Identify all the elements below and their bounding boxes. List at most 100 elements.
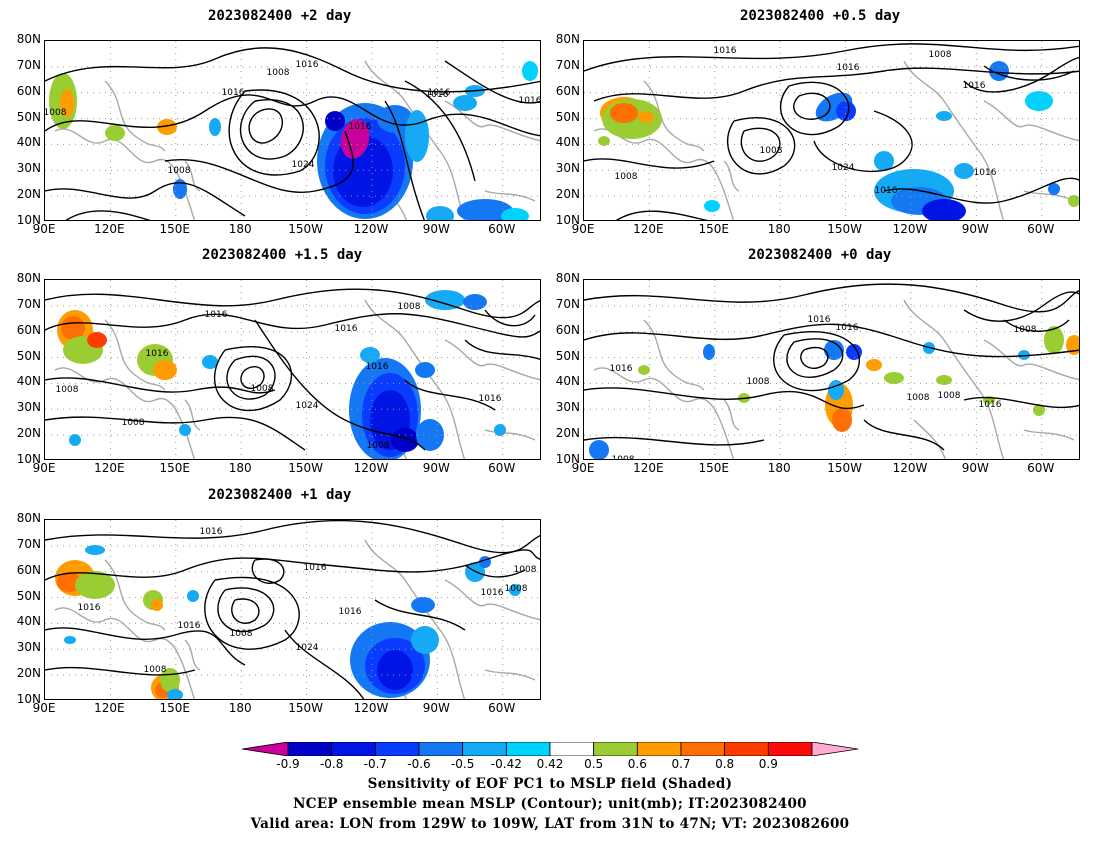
- colorbar-bin: [636, 742, 682, 756]
- contour-label: 1024: [296, 401, 319, 411]
- sensitivity-shading: [703, 344, 715, 360]
- colorbar-tick-label: 0.9: [758, 757, 778, 771]
- contour-label: 1016: [974, 168, 997, 178]
- mslp-contour: [374, 599, 466, 631]
- mslp-contour: [231, 598, 260, 624]
- mslp-contour: [963, 291, 1079, 322]
- map-plot: 1016 1016 1008 1016 1008 1008 1008 1016 1008: [584, 280, 1079, 459]
- coastline: [593, 367, 735, 459]
- coastline: [983, 339, 1079, 381]
- latitude-tick-label: 50N: [555, 109, 580, 124]
- longitude-tick-label: 90W: [961, 461, 989, 475]
- sensitivity-shading: [187, 590, 199, 602]
- contour-label: 1008: [615, 172, 638, 182]
- longitude-tick-label: 120W: [353, 461, 389, 475]
- contour-label: 1016: [200, 527, 223, 537]
- mslp-contour: [240, 366, 265, 389]
- latitude-tick-label: 60N: [555, 322, 580, 337]
- colorbar-tick-label: 0.42: [536, 757, 564, 771]
- map-plot: 1008 1016 1016 1008 1016 1008 1024 1016 1008 1016…: [45, 280, 540, 459]
- latitude-tick-label: 60N: [16, 562, 41, 577]
- contour-label: 1016: [837, 63, 860, 73]
- sensitivity-shading: [425, 290, 465, 310]
- sensitivity-shading: [377, 650, 413, 690]
- latitude-tick-label: 30N: [555, 161, 580, 176]
- contour-label: 1016: [479, 394, 502, 404]
- mslp-contour: [251, 558, 285, 584]
- caption-line-1: Sensitivity of EOF PC1 to MSLP field (Sh…: [367, 776, 733, 792]
- contour-label: 1016: [808, 315, 831, 325]
- latitude-tick-label: 70N: [16, 536, 41, 551]
- latitude-tick-label: 80N: [16, 271, 41, 285]
- sensitivity-shading: [509, 584, 521, 596]
- sensitivity-shading: [173, 179, 187, 199]
- contour-label: 1008: [1014, 325, 1037, 335]
- latitude-tick-label: 80N: [16, 32, 41, 46]
- sensitivity-shading: [411, 597, 435, 613]
- mslp-contour: [404, 379, 496, 411]
- contour-label: 1016: [178, 621, 201, 631]
- caption-line-3: Valid area: LON from 129W to 109W, LAT f…: [250, 816, 850, 832]
- mslp-contour: [883, 177, 1079, 204]
- contour-label: 1016: [963, 81, 986, 91]
- mslp-contour: [727, 117, 796, 175]
- longitude-tick-label: 150E: [159, 461, 191, 475]
- latitude-tick-label: 50N: [16, 109, 41, 124]
- colorbar-tick-label: -0.5: [450, 757, 475, 771]
- sensitivity-shading: [846, 344, 862, 360]
- contour-label: 1016: [836, 323, 859, 333]
- colorbar-tick-label: 0.7: [671, 757, 691, 771]
- coastline: [643, 80, 705, 152]
- sensitivity-shading: [954, 163, 974, 179]
- contour-label: 1008: [168, 166, 191, 176]
- contour-label: 1008: [514, 565, 537, 575]
- panel-title: 2023082400 +2 day: [208, 8, 352, 24]
- latitude-tick-label: 70N: [16, 296, 41, 311]
- mslp-contour: [404, 80, 476, 182]
- longitude-tick-label: 120W: [892, 222, 928, 236]
- mslp-contour: [45, 182, 246, 217]
- contour-label: 1016: [335, 324, 358, 334]
- latitude-tick-label: 50N: [16, 348, 41, 363]
- latitude-tick-label: 40N: [16, 374, 41, 389]
- contour-label: 1024: [292, 160, 315, 170]
- map-panel-plus-1-5-day: 1008 1016 1016 1008 1016 1008 1024 1016 1008 1016…: [44, 279, 541, 460]
- mslp-contour: [963, 396, 1079, 409]
- sensitivity-shading: [157, 119, 177, 135]
- contour-label: 1016: [426, 90, 449, 100]
- colorbar-bin: [418, 742, 464, 756]
- longitude-tick-label: 120W: [892, 461, 928, 475]
- contour-label: 1008: [907, 393, 930, 403]
- latitude-tick-label: 60N: [16, 83, 41, 98]
- contour-label: 1016: [428, 88, 451, 98]
- colorbar-bin: [331, 742, 376, 756]
- latitude-tick-label: 10N: [555, 452, 580, 466]
- latitude-tick-label: 50N: [555, 348, 580, 363]
- latitude-tick-label: 10N: [16, 213, 41, 227]
- latitude-tick-label: 30N: [16, 400, 41, 415]
- sensitivity-shading: [75, 571, 115, 599]
- coastline: [104, 559, 166, 631]
- contour-label: 1016: [222, 88, 245, 98]
- sensitivity-shading: [57, 572, 81, 592]
- sensitivity-shading: [426, 206, 454, 220]
- longitude-tick-label: 120W: [353, 701, 389, 715]
- colorbar-bin: [287, 742, 333, 756]
- contour-label: 1008: [56, 385, 79, 395]
- mslp-contour: [204, 576, 300, 650]
- sensitivity-shading: [64, 636, 76, 644]
- sensitivity-shading: [501, 208, 529, 220]
- longitude-tick-label: 90E: [571, 222, 595, 236]
- coastline: [184, 399, 201, 431]
- latitude-tick-label: 60N: [16, 322, 41, 337]
- coastline: [184, 639, 201, 671]
- mslp-contour: [254, 319, 426, 451]
- mslp-contour: [740, 127, 781, 162]
- longitude-tick-label: 60W: [488, 222, 516, 236]
- sensitivity-shading: [936, 375, 952, 385]
- sensitivity-shading: [179, 424, 191, 436]
- latitude-tick-label: 70N: [555, 296, 580, 311]
- latitude-tick-label: 30N: [555, 400, 580, 415]
- contour-label: 1016: [349, 122, 372, 132]
- colorbar-bin: [374, 742, 420, 756]
